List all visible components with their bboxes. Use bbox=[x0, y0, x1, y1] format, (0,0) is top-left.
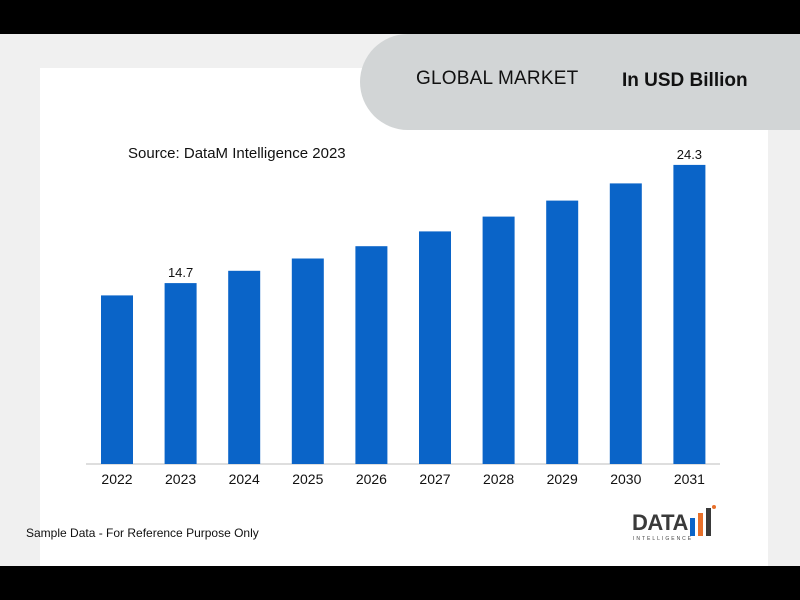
banner-title: GLOBAL MARKET bbox=[416, 68, 579, 89]
brand-logo: DATA INTELLIGENCE bbox=[632, 504, 722, 544]
bar-2028 bbox=[482, 216, 515, 464]
bar-2025 bbox=[291, 258, 324, 464]
x-tick-label-2023: 2023 bbox=[165, 471, 196, 487]
logo-wordmark: DATA bbox=[632, 510, 688, 535]
chart-card bbox=[40, 68, 768, 566]
bar-2029 bbox=[546, 200, 579, 464]
data-label-2023: 14.7 bbox=[168, 265, 193, 280]
bar-2024 bbox=[228, 270, 261, 464]
banner-unit: In USD Billion bbox=[622, 70, 748, 91]
bar-2030 bbox=[609, 183, 642, 464]
footnote: Sample Data - For Reference Purpose Only bbox=[26, 526, 259, 540]
bar-2026 bbox=[355, 246, 388, 464]
x-tick-label-2022: 2022 bbox=[101, 471, 132, 487]
logo-bars-icon bbox=[690, 505, 716, 536]
bar-2022 bbox=[101, 295, 133, 464]
chart-canvas: GLOBAL MARKET In USD Billion Source: Dat… bbox=[0, 34, 800, 566]
chart-source: Source: DataM Intelligence 2023 bbox=[128, 145, 346, 162]
data-label-2031: 24.3 bbox=[677, 147, 702, 162]
x-tick-label-2030: 2030 bbox=[610, 471, 641, 487]
logo-subtitle: INTELLIGENCE bbox=[633, 536, 694, 542]
header-banner: GLOBAL MARKET In USD Billion bbox=[360, 34, 800, 130]
bar-2031 bbox=[673, 164, 706, 464]
x-tick-label-2027: 2027 bbox=[419, 471, 450, 487]
x-tick-label-2029: 2029 bbox=[547, 471, 578, 487]
x-tick-label-2028: 2028 bbox=[483, 471, 514, 487]
x-tick-label-2031: 2031 bbox=[674, 471, 705, 487]
x-tick-label-2026: 2026 bbox=[356, 471, 387, 487]
bar-chart: 2022 2023 2024 2025 2026 2027 2028 2029 2030 2031… bbox=[86, 147, 720, 487]
x-tick-label-2025: 2025 bbox=[292, 471, 323, 487]
bar-2023 bbox=[164, 283, 197, 464]
bar-2027 bbox=[419, 231, 451, 464]
x-tick-label-2024: 2024 bbox=[229, 471, 260, 487]
